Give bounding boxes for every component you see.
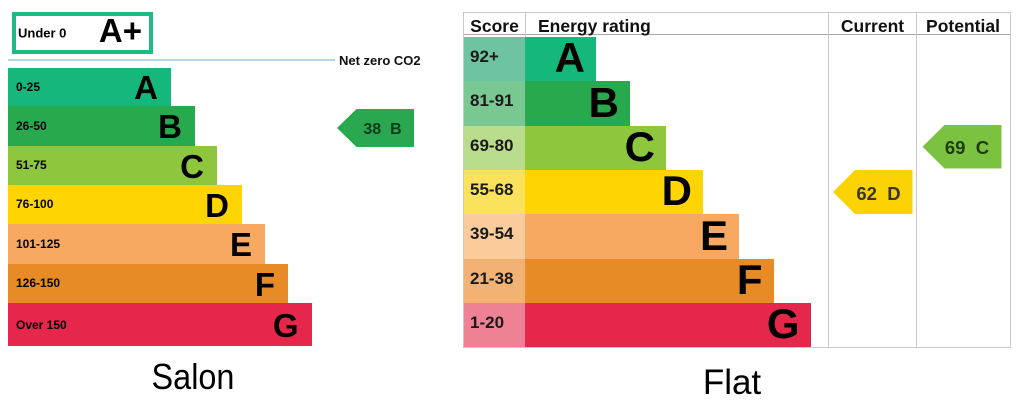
svg-text:62 D: 62 D (856, 183, 900, 204)
svg-text:38 B: 38 B (363, 121, 401, 138)
svg-text:69 C: 69 C (945, 137, 989, 158)
